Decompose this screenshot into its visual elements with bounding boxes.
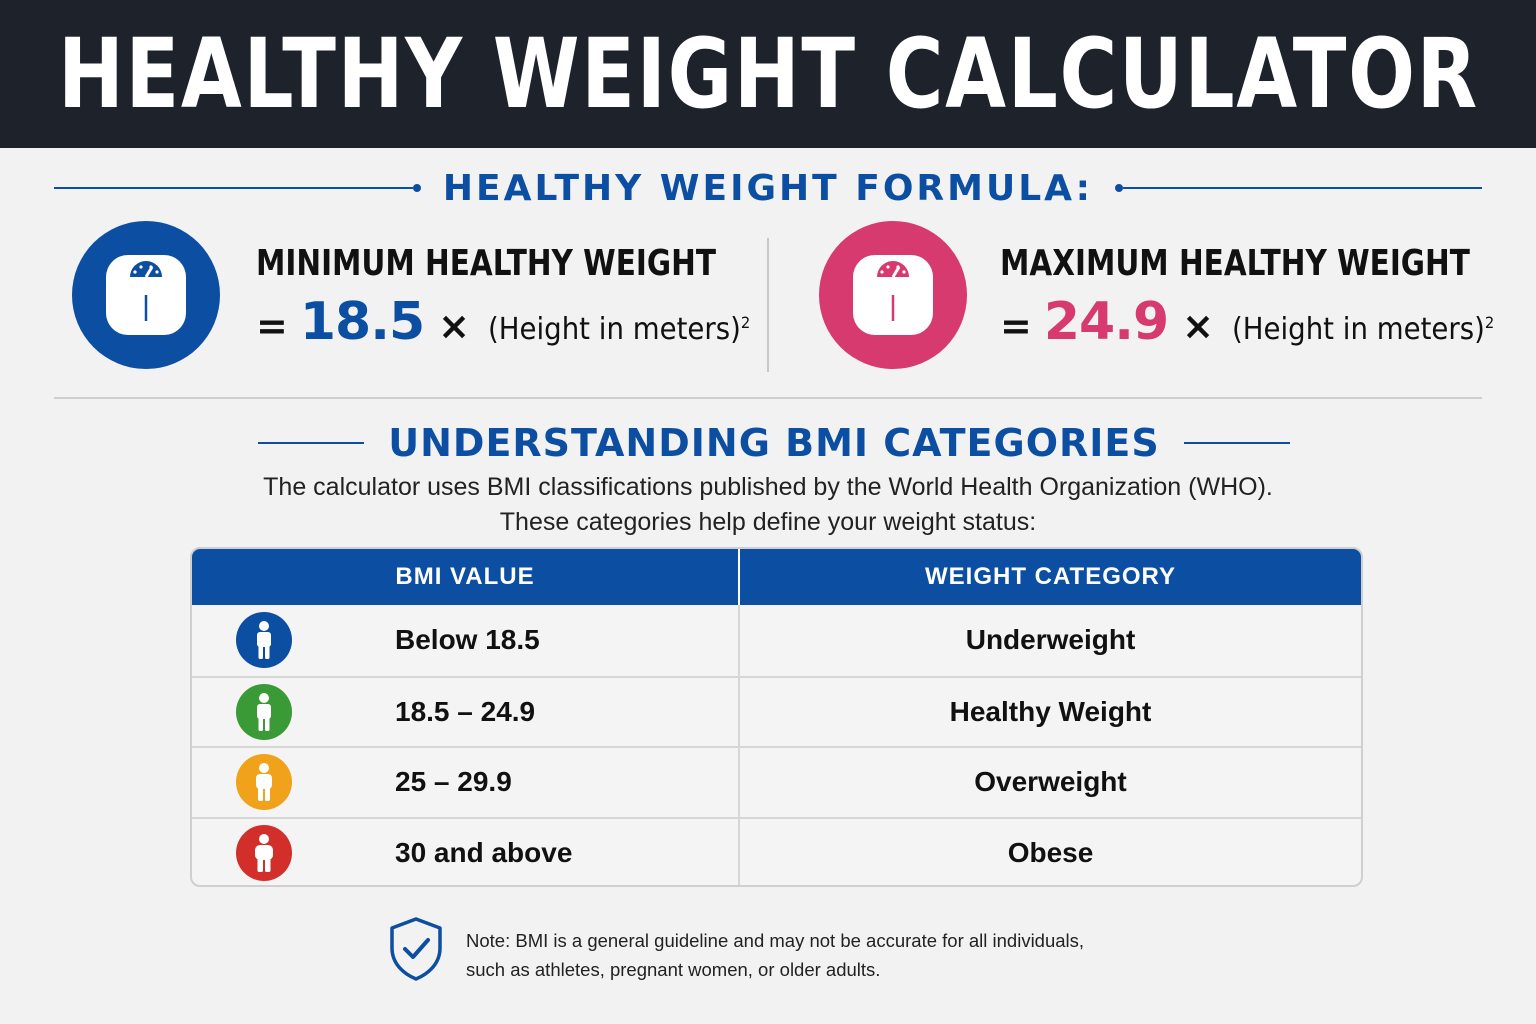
person-icon xyxy=(257,621,271,660)
bmi-table: BMI VALUE WEIGHT CATEGORY Below 18.5 Und… xyxy=(190,547,1363,887)
min-formula-equation: = 18.5 × (Height in meters)2 xyxy=(256,292,817,352)
person-badge xyxy=(236,683,292,740)
page-title: HEALTHY WEIGHT CALCULATOR xyxy=(57,18,1479,130)
person-icon xyxy=(255,833,273,872)
bmi-value-cell: 30 and above xyxy=(192,818,740,885)
equals-sign: = xyxy=(1000,304,1032,348)
min-scale-badge xyxy=(72,221,220,369)
times-sign: × xyxy=(438,304,470,348)
table-row: Below 18.5 Underweight xyxy=(192,605,1361,676)
weight-category: Obese xyxy=(1007,836,1094,868)
note-line-2: such as athletes, pregnant women, or old… xyxy=(466,959,881,980)
table-row: 30 and above Obese xyxy=(192,816,1361,885)
person-badge xyxy=(236,612,292,669)
max-coefficient: 24.9 xyxy=(1043,292,1169,352)
bmi-value-cell: Below 18.5 xyxy=(192,605,740,676)
person-icon xyxy=(256,763,272,802)
weight-category: Underweight xyxy=(965,624,1136,656)
heading-rule-right xyxy=(1183,442,1290,444)
table-header: BMI VALUE WEIGHT CATEGORY xyxy=(192,549,1361,605)
heading-dot-right xyxy=(1115,184,1124,192)
heading-dot-left xyxy=(412,184,421,192)
height-term: (Height in meters)2 xyxy=(1232,312,1494,347)
min-formula: MINIMUM HEALTHY WEIGHT = 18.5 × (Height … xyxy=(256,243,817,352)
weight-category: Overweight xyxy=(974,766,1127,798)
exponent: 2 xyxy=(740,313,751,332)
scale-icon xyxy=(853,255,933,335)
bmi-value-cell: 25 – 29.9 xyxy=(192,748,740,817)
bmi-heading: UNDERSTANDING BMI CATEGORIES xyxy=(258,420,1290,466)
max-formula: MAXIMUM HEALTHY WEIGHT = 24.9 × (Height … xyxy=(1000,243,1536,352)
note-line-1: Note: BMI is a general guideline and may… xyxy=(466,930,1085,951)
person-icon xyxy=(257,692,271,731)
height-text: (Height in meters) xyxy=(488,312,741,347)
bmi-value: 18.5 – 24.9 xyxy=(395,695,536,727)
height-term: (Height in meters)2 xyxy=(488,312,750,347)
table-row: 25 – 29.9 Overweight xyxy=(192,746,1361,817)
table-body: Below 18.5 Underweight 18.5 – 24.9 Healt… xyxy=(192,605,1361,885)
bmi-value: 30 and above xyxy=(395,836,573,868)
section-divider xyxy=(54,397,1482,399)
table-row: 18.5 – 24.9 Healthy Weight xyxy=(192,675,1361,746)
disclaimer-note: Note: BMI is a general guideline and may… xyxy=(388,916,1084,984)
person-badge xyxy=(236,824,292,881)
min-coefficient: 18.5 xyxy=(299,292,425,352)
weight-category: Healthy Weight xyxy=(949,695,1152,727)
intro-line-1: The calculator uses BMI classifications … xyxy=(263,473,1273,501)
max-scale-badge xyxy=(819,221,967,369)
column-header-weight-category: WEIGHT CATEGORY xyxy=(925,563,1176,590)
note-text: Note: BMI is a general guideline and may… xyxy=(466,926,1084,984)
formula-divider xyxy=(767,238,769,372)
height-text: (Height in meters) xyxy=(1232,312,1485,347)
bmi-value: Below 18.5 xyxy=(395,624,540,656)
bmi-intro: The calculator uses BMI classifications … xyxy=(0,470,1536,540)
bmi-value-cell: 18.5 – 24.9 xyxy=(192,677,740,746)
max-formula-label: MAXIMUM HEALTHY WEIGHT xyxy=(1000,243,1470,284)
min-formula-label: MINIMUM HEALTHY WEIGHT xyxy=(256,243,716,284)
column-header-bmi-value: BMI VALUE xyxy=(192,549,740,605)
shield-check-icon xyxy=(390,917,442,981)
bmi-title: UNDERSTANDING BMI CATEGORIES xyxy=(388,421,1160,465)
scale-icon xyxy=(106,255,186,335)
bmi-value: 25 – 29.9 xyxy=(395,766,512,798)
equals-sign: = xyxy=(256,304,288,348)
heading-rule-left xyxy=(258,442,365,444)
formula-heading: HEALTHY WEIGHT FORMULA: xyxy=(54,166,1482,210)
times-sign: × xyxy=(1182,304,1214,348)
heading-rule-left xyxy=(54,187,413,189)
person-badge xyxy=(236,754,292,811)
max-formula-equation: = 24.9 × (Height in meters)2 xyxy=(1000,292,1536,352)
header-bar: HEALTHY WEIGHT CALCULATOR xyxy=(0,0,1536,148)
intro-line-2: These categories help define your weight… xyxy=(499,508,1037,536)
exponent: 2 xyxy=(1484,313,1495,332)
heading-rule-right xyxy=(1123,187,1482,189)
formula-title: HEALTHY WEIGHT FORMULA: xyxy=(442,167,1094,209)
